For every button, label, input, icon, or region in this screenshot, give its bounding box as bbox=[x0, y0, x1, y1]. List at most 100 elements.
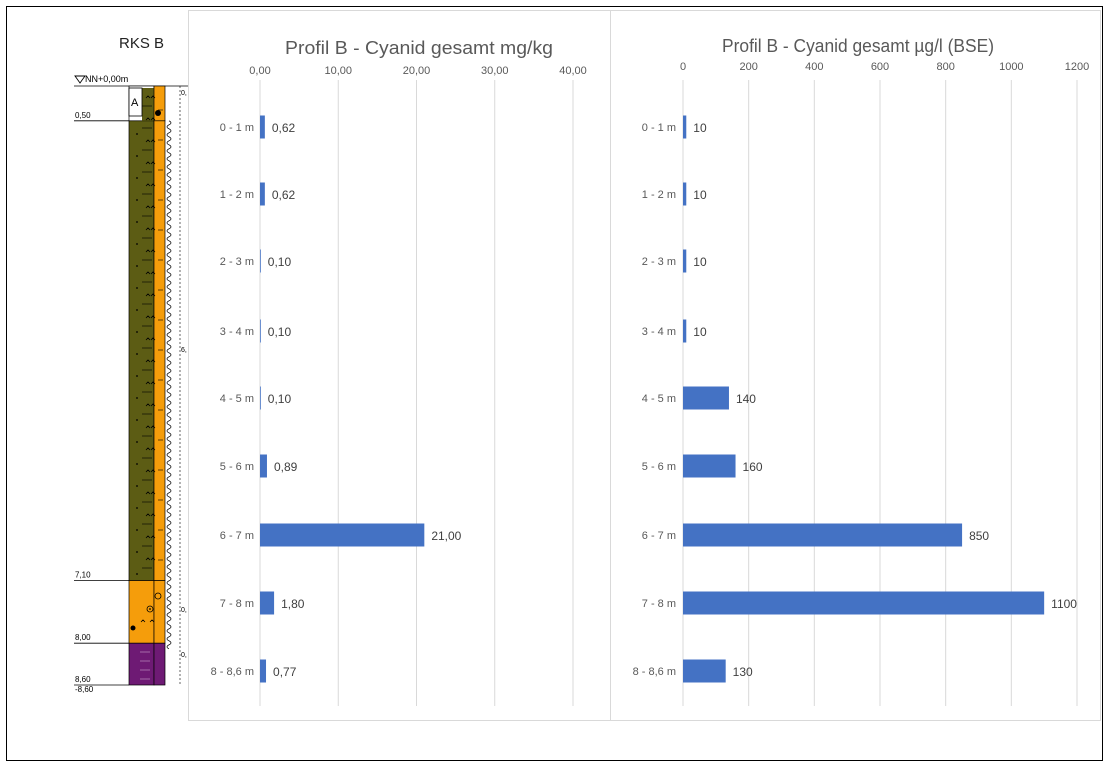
c2-value-label: 1100 bbox=[1051, 597, 1077, 611]
side-label: 0, bbox=[181, 607, 187, 614]
chart1-title: Profil B - Cyanid gesamt mg/kg bbox=[285, 38, 553, 58]
c2-category-label: 0 - 1 m bbox=[642, 122, 676, 134]
soil-symbol-icon bbox=[145, 161, 156, 165]
c1-bar bbox=[260, 115, 265, 139]
side-label: 0, bbox=[181, 90, 187, 97]
soil-symbol-icon bbox=[145, 425, 156, 429]
chart-cyanid-ugl: Profil B - Cyanid gesamt µg/l (BSE) 0 200… bbox=[610, 10, 1101, 721]
depth-label-bottom: -8,60 bbox=[75, 685, 94, 694]
c1-category-label: 3 - 4 m bbox=[220, 326, 254, 338]
chart-cyanid-mgkg: Profil B - Cyanid gesamt mg/kg 0,00 10,00… bbox=[188, 10, 611, 721]
soil-symbol-icon bbox=[145, 403, 156, 407]
borehole-strip bbox=[153, 580, 166, 644]
c2-value-label: 10 bbox=[693, 255, 707, 269]
soil-symbol-icon bbox=[145, 139, 156, 143]
c2-bar bbox=[683, 249, 687, 273]
c2-value-label: 10 bbox=[693, 121, 707, 135]
depth-label: 8,60 bbox=[75, 675, 91, 684]
soil-symbol-icon bbox=[145, 227, 156, 231]
soil-symbol-icon bbox=[145, 183, 156, 187]
soil-dot bbox=[136, 155, 138, 157]
soil-dot bbox=[136, 463, 138, 465]
soil-symbol-icon bbox=[145, 117, 156, 121]
c2-bar bbox=[683, 386, 729, 410]
c1-tick-label: 30,00 bbox=[481, 65, 509, 77]
c1-value-label: 0,10 bbox=[268, 392, 292, 406]
c2-value-label: 850 bbox=[969, 529, 989, 543]
c1-category-label: 1 - 2 m bbox=[220, 189, 254, 201]
c2-tick-label: 600 bbox=[871, 61, 889, 73]
c1-value-label: 0,62 bbox=[272, 121, 296, 135]
depth-label: 0,50 bbox=[75, 111, 91, 120]
c2-tick-label: 800 bbox=[936, 61, 954, 73]
soil-symbol-icon bbox=[145, 249, 156, 253]
soil-dot bbox=[136, 243, 138, 245]
unit-label-box bbox=[128, 87, 143, 117]
c1-category-label: 7 - 8 m bbox=[220, 598, 254, 610]
soil-symbol-icon bbox=[145, 491, 156, 495]
soil-dot bbox=[136, 397, 138, 399]
soil-dot bbox=[136, 287, 138, 289]
soil-symbol-icon bbox=[145, 315, 156, 319]
c2-category-label: 1 - 2 m bbox=[642, 189, 676, 201]
c1-value-label: 0,62 bbox=[272, 188, 296, 202]
chart2-title: Profil B - Cyanid gesamt µg/l (BSE) bbox=[722, 36, 994, 56]
borehole-strip bbox=[153, 120, 166, 581]
c2-tick-label: 1000 bbox=[999, 61, 1023, 73]
water-wavy-line bbox=[166, 120, 172, 650]
c1-value-label: 0,10 bbox=[268, 255, 292, 269]
chart1-frame bbox=[188, 10, 611, 721]
c1-value-label: 0,77 bbox=[273, 665, 297, 679]
c2-category-label: 3 - 4 m bbox=[642, 326, 676, 338]
c2-bar bbox=[683, 454, 736, 478]
c1-value-label: 0,89 bbox=[274, 460, 298, 474]
c2-value-label: 160 bbox=[743, 460, 763, 474]
c1-category-label: 0 - 1 m bbox=[220, 122, 254, 134]
c1-tick-label: 0,00 bbox=[249, 65, 270, 77]
soil-dot bbox=[136, 309, 138, 311]
depth-label: 8,00 bbox=[75, 633, 91, 642]
side-label: 0, bbox=[181, 652, 187, 659]
datum-label: NN+0,00m bbox=[85, 74, 128, 84]
c1-value-label: 21,00 bbox=[431, 529, 461, 543]
soil-dot bbox=[136, 485, 138, 487]
c2-category-label: 7 - 8 m bbox=[642, 598, 676, 610]
side-label: 6, bbox=[181, 347, 187, 354]
c2-tick-label: 0 bbox=[680, 61, 686, 73]
soil-symbol-icon bbox=[145, 447, 156, 451]
soil-dot bbox=[136, 419, 138, 421]
borehole-layer bbox=[128, 642, 155, 686]
c2-category-label: 4 - 5 m bbox=[642, 393, 676, 405]
gravel-symbol-icon bbox=[154, 592, 162, 600]
unit-label: A bbox=[131, 97, 139, 109]
soil-symbol-icon bbox=[145, 337, 156, 341]
soil-dot bbox=[136, 353, 138, 355]
gravel-symbol-icon bbox=[130, 625, 136, 631]
c1-bar bbox=[260, 249, 261, 273]
c2-bar bbox=[683, 523, 963, 547]
c1-category-label: 6 - 7 m bbox=[220, 530, 254, 542]
soil-symbol-icon bbox=[145, 381, 156, 385]
borehole-log: RKS B NN+0,00m A 0,50 7,10 8,00 8,60-8,60 0… bbox=[74, 35, 190, 694]
c1-bar bbox=[260, 659, 267, 683]
soil-dot bbox=[136, 573, 138, 575]
soil-dot bbox=[136, 441, 138, 443]
soil-dot bbox=[136, 265, 138, 267]
soil-dot bbox=[136, 133, 138, 135]
c1-tick-label: 40,00 bbox=[559, 65, 587, 77]
c1-tick-label: 10,00 bbox=[324, 65, 352, 77]
c1-bar bbox=[260, 386, 261, 410]
c1-category-label: 5 - 6 m bbox=[220, 461, 254, 473]
gravel-symbol-icon bbox=[146, 605, 154, 613]
outer-frame bbox=[6, 6, 1103, 761]
soil-symbol-icon bbox=[140, 619, 155, 623]
borehole-layer bbox=[128, 120, 155, 581]
soil-dot bbox=[136, 507, 138, 509]
borehole-title: RKS B bbox=[119, 35, 164, 52]
c2-bar bbox=[683, 591, 1045, 615]
soil-dot bbox=[136, 529, 138, 531]
soil-dot bbox=[136, 177, 138, 179]
c2-category-label: 6 - 7 m bbox=[642, 530, 676, 542]
